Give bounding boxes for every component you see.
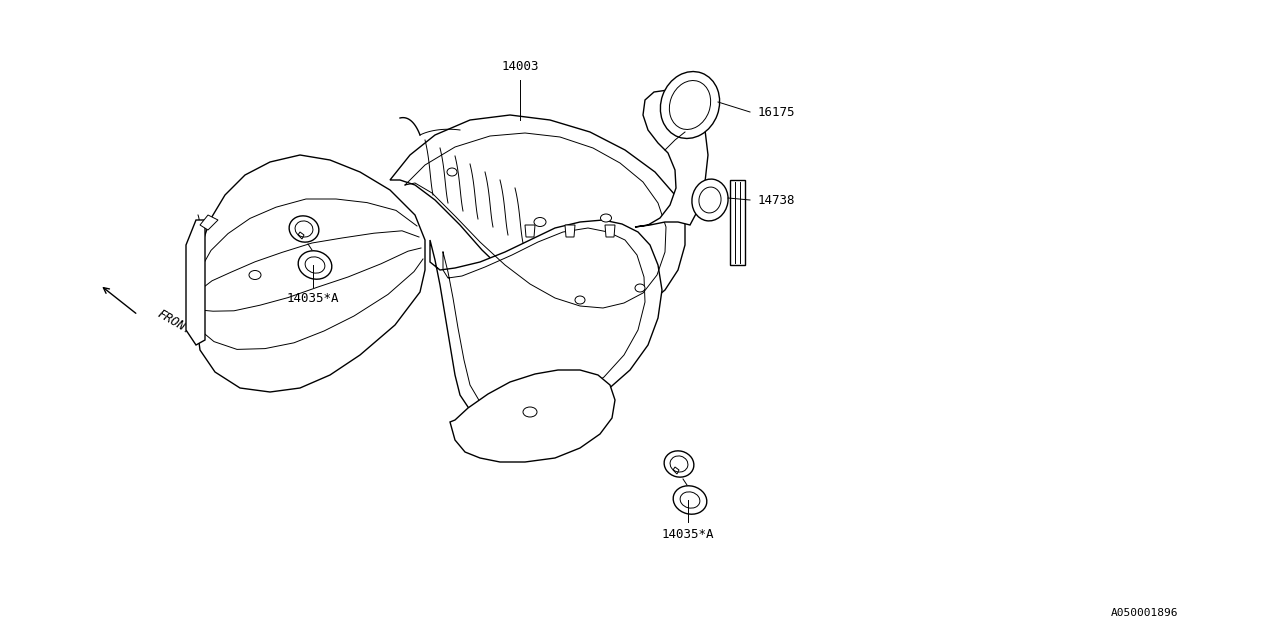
Ellipse shape bbox=[673, 486, 707, 514]
Text: 16175: 16175 bbox=[758, 106, 795, 118]
Ellipse shape bbox=[447, 168, 457, 176]
Text: 14035*A: 14035*A bbox=[287, 292, 339, 305]
Text: A050001896: A050001896 bbox=[1111, 608, 1179, 618]
Ellipse shape bbox=[289, 216, 319, 242]
Ellipse shape bbox=[600, 214, 612, 222]
Ellipse shape bbox=[692, 179, 728, 221]
Text: 14035*A: 14035*A bbox=[662, 528, 714, 541]
Text: FRONT: FRONT bbox=[155, 307, 195, 337]
Ellipse shape bbox=[575, 296, 585, 304]
Ellipse shape bbox=[524, 407, 538, 417]
Polygon shape bbox=[605, 225, 614, 237]
Polygon shape bbox=[525, 225, 535, 237]
Polygon shape bbox=[196, 155, 425, 392]
Text: 14738: 14738 bbox=[758, 193, 795, 207]
Polygon shape bbox=[200, 215, 218, 230]
Polygon shape bbox=[186, 220, 205, 345]
Ellipse shape bbox=[664, 451, 694, 477]
Ellipse shape bbox=[660, 72, 719, 138]
Polygon shape bbox=[635, 90, 708, 227]
Polygon shape bbox=[390, 115, 685, 315]
Ellipse shape bbox=[635, 284, 645, 292]
Text: 14003: 14003 bbox=[502, 60, 539, 73]
Polygon shape bbox=[430, 220, 662, 422]
Polygon shape bbox=[564, 225, 575, 237]
Ellipse shape bbox=[250, 271, 261, 280]
Polygon shape bbox=[673, 467, 678, 474]
Ellipse shape bbox=[534, 218, 547, 227]
Polygon shape bbox=[730, 180, 745, 265]
Polygon shape bbox=[451, 370, 614, 462]
Polygon shape bbox=[298, 232, 305, 239]
Ellipse shape bbox=[298, 251, 332, 279]
